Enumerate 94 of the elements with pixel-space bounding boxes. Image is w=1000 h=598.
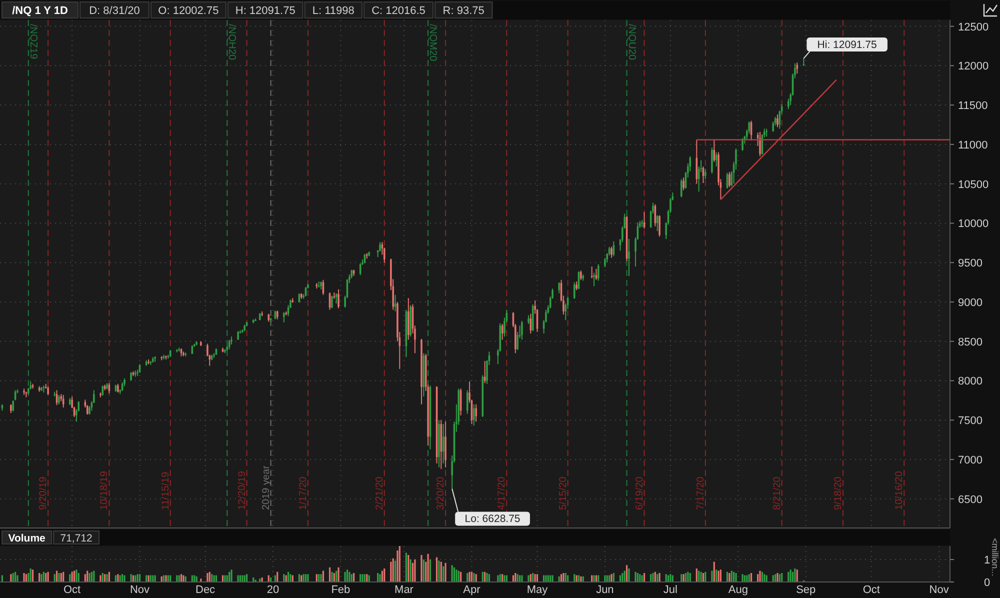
text: L: 11998 [312,5,354,17]
candlestick [573,282,576,300]
ref-line-label: 2019 year [260,464,272,510]
text: C: 12016.5 [372,5,426,17]
y-tick-label: 0 [984,577,990,589]
annotation: Lo: 6628.75 [464,513,520,526]
ref-line-label: 9/20/19 [38,476,50,510]
candlestick [593,272,595,287]
candlestick [656,214,658,232]
y-tick-label: 12000 [958,60,989,73]
text: R: 93.75 [442,5,484,17]
y-tick-label: 8000 [958,376,982,388]
ref-line-label: 7/17/20 [695,476,706,510]
candlestick [796,62,798,74]
x-tick-label: Jul [663,584,678,596]
candlestick [658,214,660,238]
candlestick [728,172,730,188]
y-tick-label: 10500 [958,178,989,191]
candlestick [759,131,761,157]
candlestick [595,268,598,280]
x-tick-label: Oct [862,584,880,596]
candlestick [102,384,104,396]
candlestick [475,404,477,422]
ref-line-label: 6/19/20 [634,476,646,510]
candlestick [12,400,14,412]
ref-line-label: 4/17/20 [496,476,508,510]
candlestick [473,404,475,426]
y-tick-label: 7500 [958,415,982,428]
candlestick [58,394,60,405]
x-tick-label: Feb [331,584,350,596]
candlestick [558,282,560,294]
x-tick-label: Sep [796,584,816,596]
candlestick [597,264,600,282]
ref-line-label: 11/15/19 [160,471,172,510]
text: H: 12091.75 [235,5,296,17]
x-tick-label: Apr [463,584,481,596]
candlestick [580,270,582,280]
x-tick-label: 20 [266,584,280,596]
ref-line-label: 2/21/20 [374,476,386,510]
candlestick [680,178,682,198]
ref-line-label: /NQM20 [427,24,438,62]
y-axis-title: <million... [990,538,1000,576]
candlestick [521,320,523,340]
candlestick [407,298,410,340]
text: O: 12002.75 [158,5,219,17]
ref-line-label: 10/16/20 [894,470,906,510]
candlestick [772,121,774,132]
ref-line-label: 9/18/20 [832,476,844,510]
y-tick-label: 8500 [958,336,982,348]
y-tick-label: 12500 [958,21,989,34]
y-tick-label: 9500 [958,258,982,270]
annotation: Hi: 12091.75 [817,38,878,51]
text: D: 8/31/20 [89,5,140,17]
x-tick-label: Oct [64,584,81,596]
candlestick [610,246,612,258]
y-tick-label: 10000 [958,218,989,230]
x-tick-label: Nov [130,584,150,596]
candlestick [338,288,340,309]
candlestick [466,390,468,414]
chart-title: /NQ 1 Y 1D [12,5,68,17]
candlestick [711,147,713,174]
x-tick-label: Mar [394,584,414,596]
y-tick-label: 1 [984,554,990,566]
y-tick-label: 9000 [958,296,982,309]
candlestick [444,421,446,468]
x-tick-label: May [526,584,548,596]
ref-line-label: 10/18/19 [99,470,110,510]
y-tick-label: 6500 [958,494,982,506]
ref-line-label: /NQU20 [626,24,637,61]
x-tick-label: Dec [196,584,216,596]
candlestick [283,312,285,323]
chart-title: Volume [8,532,46,544]
ref-line-label: 3/20/20 [436,476,447,510]
ref-line-label: 5/15/20 [558,476,569,510]
ref-line-label: /NQZ19 [27,24,38,60]
ref-line-label: /NQH20 [226,24,238,61]
candlestick [742,138,744,152]
candlestick [713,139,716,162]
y-tick-label: 11500 [958,100,988,112]
x-tick-label: Nov [929,584,950,596]
text: 71,712 [60,532,93,544]
candlestick [704,168,706,180]
candlestick [682,177,684,191]
candlestick [331,295,333,309]
candlestick [776,114,778,128]
y-tick-label: 7000 [958,454,982,466]
y-tick-label: 11000 [958,139,988,152]
candlestick [628,238,630,276]
ref-line-label: 12/20/19 [236,470,248,510]
candlestick [604,257,606,268]
ref-line-label: 8/21/20 [772,476,783,510]
ref-line-label: 1/17/20 [298,476,309,510]
x-tick-label: Aug [728,584,748,596]
x-tick-label: Jun [596,584,614,596]
